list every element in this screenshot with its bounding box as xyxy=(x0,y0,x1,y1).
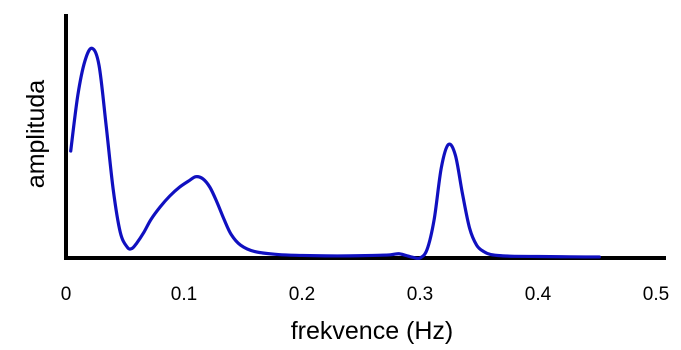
x-tick-labels: 0 0.1 0.2 0.3 0.4 0.5 xyxy=(61,284,670,305)
x-tick-label: 0.1 xyxy=(171,284,197,305)
x-tick-label: 0.4 xyxy=(525,284,552,305)
x-tick-label: 0.5 xyxy=(643,284,669,305)
x-tick-label: 0 xyxy=(61,284,72,305)
x-tick-label: 0.3 xyxy=(407,284,433,305)
axes xyxy=(64,14,666,260)
x-tick-label: 0.2 xyxy=(289,284,315,305)
y-axis-label: amplituda xyxy=(22,80,50,188)
series-layer xyxy=(69,46,601,261)
spectrum-line xyxy=(69,46,601,261)
x-axis-label: frekvence (Hz) xyxy=(291,317,454,345)
